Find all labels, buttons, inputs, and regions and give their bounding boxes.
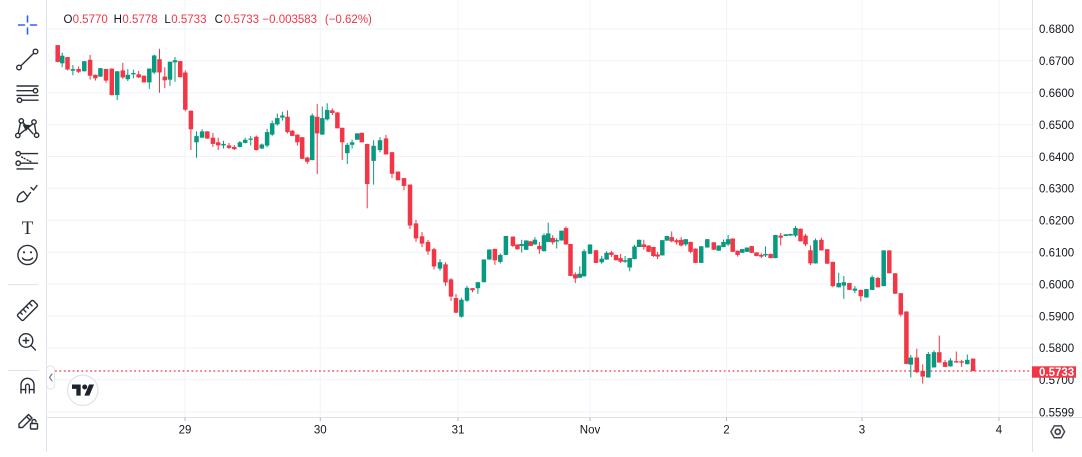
- svg-text:0.5800: 0.5800: [1039, 343, 1074, 355]
- svg-text:Nov: Nov: [580, 425, 601, 437]
- svg-text:0.6600: 0.6600: [1039, 88, 1074, 100]
- svg-text:30: 30: [314, 425, 327, 437]
- svg-text:0.6500: 0.6500: [1039, 120, 1074, 132]
- svg-text:0.5778: 0.5778: [122, 14, 157, 26]
- svg-text:0.5770: 0.5770: [73, 14, 108, 26]
- svg-text:0.6700: 0.6700: [1039, 56, 1074, 68]
- svg-text:4: 4: [996, 425, 1003, 437]
- svg-text:29: 29: [179, 425, 192, 437]
- svg-text:0.5733: 0.5733: [171, 14, 206, 26]
- svg-text:31: 31: [452, 425, 465, 437]
- svg-text:0.6200: 0.6200: [1039, 216, 1074, 228]
- svg-text:0.6300: 0.6300: [1039, 184, 1074, 196]
- svg-text:0.5700: 0.5700: [1039, 375, 1074, 387]
- svg-text:H: H: [114, 14, 122, 26]
- svg-text:L: L: [164, 14, 171, 26]
- svg-text:2: 2: [723, 425, 729, 437]
- svg-text:0.5733: 0.5733: [1039, 367, 1074, 379]
- svg-text:0.6800: 0.6800: [1039, 24, 1074, 36]
- svg-text:−0.003583: −0.003583: [262, 14, 317, 26]
- svg-text:T: T: [22, 218, 34, 239]
- svg-text:0.6400: 0.6400: [1039, 152, 1074, 164]
- svg-text:0.5900: 0.5900: [1039, 311, 1074, 323]
- svg-text:C: C: [215, 14, 223, 26]
- svg-text:0.5733: 0.5733: [224, 14, 259, 26]
- svg-text:0.5599: 0.5599: [1039, 407, 1074, 419]
- svg-text:0.6000: 0.6000: [1039, 279, 1074, 291]
- svg-text:0.6100: 0.6100: [1039, 248, 1074, 260]
- svg-text:3: 3: [859, 425, 865, 437]
- svg-text:(−0.62%): (−0.62%): [325, 14, 372, 26]
- svg-text:O: O: [64, 14, 73, 26]
